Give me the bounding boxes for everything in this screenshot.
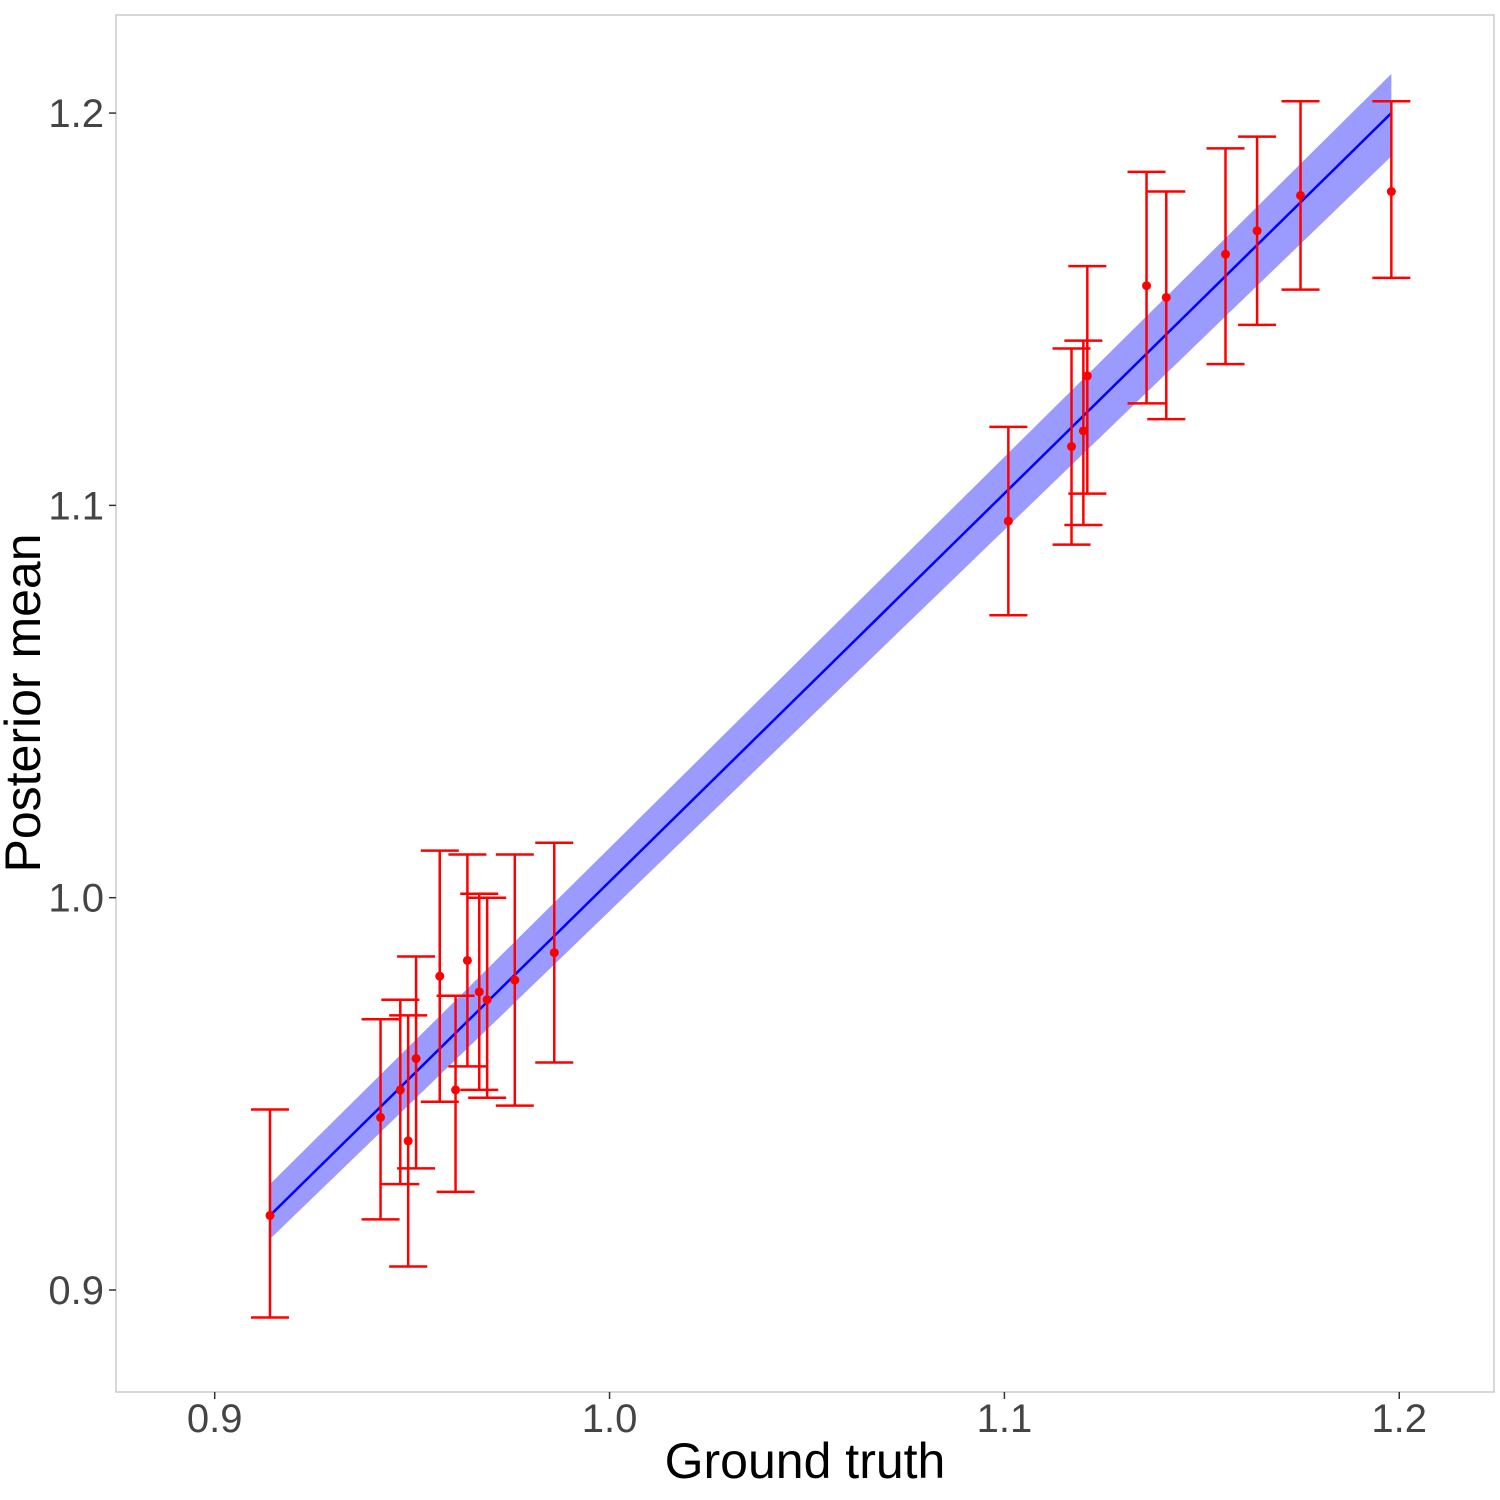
- confidence-band: [269, 73, 1392, 1239]
- data-point: [1221, 249, 1231, 259]
- data-point: [549, 948, 559, 958]
- data-point: [265, 1210, 275, 1220]
- y-tick-label: 1.1: [48, 484, 104, 528]
- panel-border: [115, 14, 1495, 1393]
- x-axis-ticks: 0.9 1.0 1.1 1.2: [187, 1392, 1427, 1441]
- data-point: [403, 1136, 413, 1146]
- data-point: [376, 1112, 386, 1122]
- x-tick-label: 1.1: [977, 1397, 1033, 1441]
- fit-line: [269, 112, 1393, 1217]
- data-point: [411, 1054, 421, 1064]
- data-point: [1296, 190, 1306, 200]
- y-axis-ticks: 0.9 1.0 1.1 1.2: [48, 92, 116, 1313]
- data-point: [435, 971, 445, 981]
- data-point: [1078, 426, 1088, 436]
- data-point: [1161, 292, 1171, 302]
- data-point: [482, 995, 492, 1005]
- y-tick-label: 0.9: [48, 1269, 104, 1313]
- data-point: [474, 987, 484, 997]
- x-tick-label: 1.0: [582, 1397, 638, 1441]
- x-tick-label: 0.9: [187, 1397, 243, 1441]
- y-axis-title: Posterior mean: [0, 533, 51, 872]
- data-point: [451, 1085, 461, 1095]
- data-point: [510, 975, 520, 985]
- x-axis-title: Ground truth: [665, 1433, 946, 1489]
- data-point: [395, 1085, 405, 1095]
- data-point: [1082, 371, 1092, 381]
- fit-band-layer: [269, 73, 1392, 1239]
- data-point: [462, 955, 472, 965]
- x-tick-label: 1.2: [1371, 1397, 1427, 1441]
- y-tick-label: 1.0: [48, 877, 104, 921]
- fit-line-layer: [269, 112, 1393, 1217]
- point-layer: [265, 187, 1396, 1220]
- data-point: [1067, 442, 1077, 452]
- data-point: [1252, 226, 1262, 236]
- y-tick-label: 1.2: [48, 92, 104, 136]
- data-point: [1003, 516, 1013, 526]
- data-point: [1142, 281, 1152, 291]
- error-bar: [1147, 190, 1186, 421]
- data-point: [1386, 187, 1396, 197]
